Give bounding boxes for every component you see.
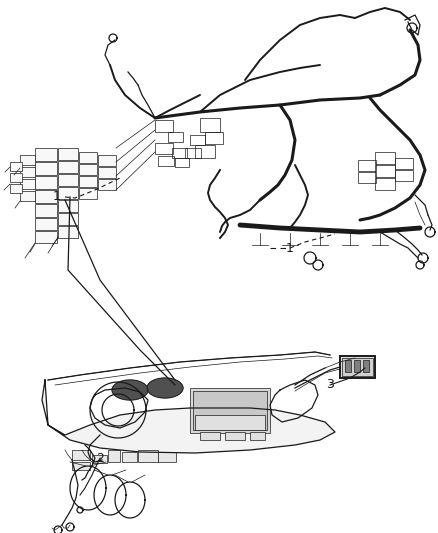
Bar [72,450,90,460]
Bar [72,462,90,470]
Bar [155,143,173,154]
Bar [20,191,35,201]
Polygon shape [147,378,183,398]
Bar [98,167,116,178]
Polygon shape [42,380,335,453]
Bar [138,450,158,462]
Bar [58,226,78,238]
Text: 2: 2 [96,451,104,464]
Bar [79,176,97,187]
Bar [195,415,265,430]
Text: 1: 1 [53,190,61,204]
Bar [168,132,183,142]
Bar [200,118,220,132]
Bar [35,231,57,243]
Bar [20,167,35,177]
Polygon shape [112,380,148,400]
Bar [395,158,413,169]
Bar [354,360,360,372]
Bar [35,190,57,203]
Bar [98,179,116,190]
Bar [395,170,413,181]
Bar [58,187,78,199]
Bar [58,148,78,160]
Bar [185,148,201,158]
Bar [363,360,369,372]
Bar [190,388,270,433]
Bar [158,452,176,462]
Text: 3: 3 [326,378,334,392]
Bar [175,158,189,167]
Bar [35,162,57,175]
Bar [345,360,351,372]
Bar [340,356,375,378]
Text: 1: 1 [286,241,294,254]
Bar [79,164,97,175]
Bar [172,148,187,158]
Bar [193,391,267,430]
Bar [195,145,215,158]
Bar [92,455,107,463]
Bar [10,184,22,193]
Bar [342,358,373,376]
Bar [10,162,22,171]
Bar [98,155,116,166]
Bar [58,200,78,212]
Bar [35,218,57,230]
Bar [375,178,395,190]
Bar [35,204,57,217]
Bar [250,432,265,440]
Bar [190,135,205,145]
Bar [35,148,57,161]
Bar [205,132,223,144]
Bar [358,160,376,171]
Bar [58,161,78,173]
Bar [58,174,78,186]
Bar [375,152,395,164]
Bar [158,156,174,166]
Bar [58,213,78,225]
Bar [225,432,245,440]
Bar [10,173,22,182]
Bar [79,188,97,199]
Bar [122,452,137,462]
Bar [20,155,35,165]
Bar [20,179,35,189]
Bar [79,152,97,163]
Bar [358,172,376,183]
Bar [155,120,173,132]
Bar [108,450,120,462]
Bar [200,432,220,440]
Bar [35,176,57,189]
Bar [375,165,395,177]
